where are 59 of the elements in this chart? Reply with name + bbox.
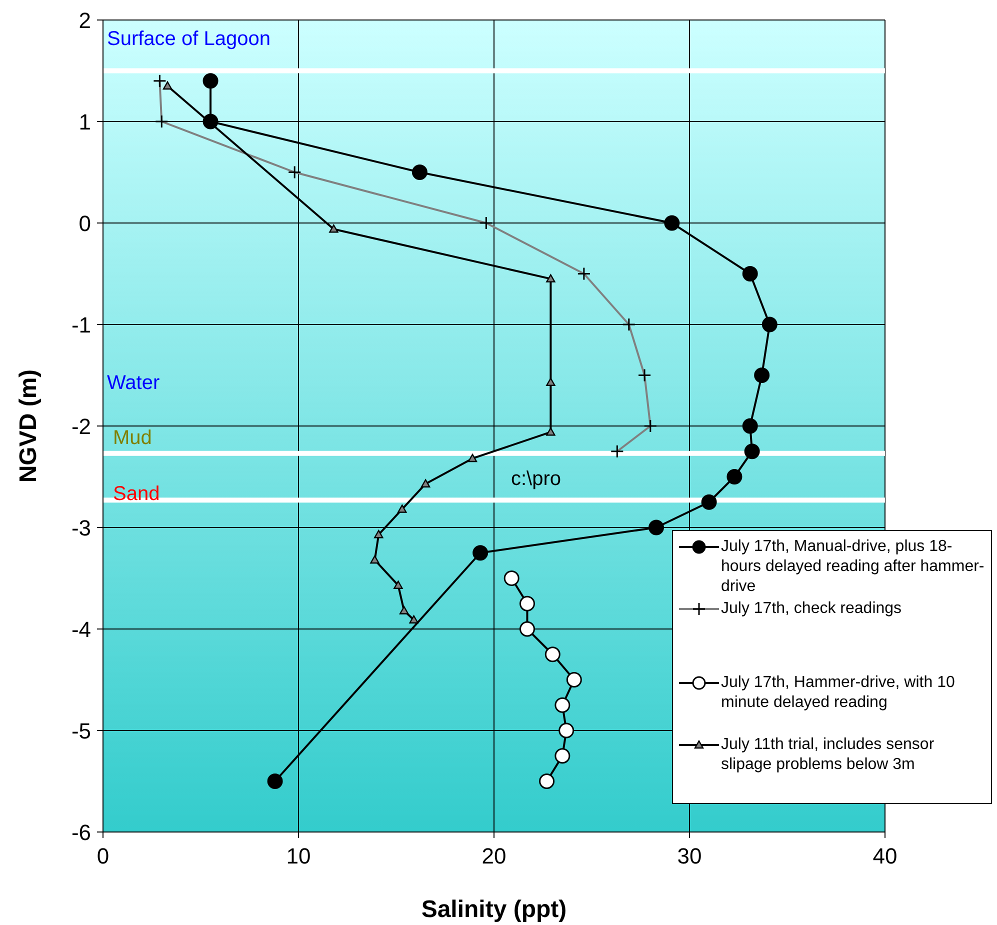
annotation: Water [107,372,160,394]
point [664,215,680,231]
point [412,164,428,180]
y-axis-title: NGVD (m) [15,369,42,483]
x-tick-label: 20 [482,844,506,869]
y-tick-label: 0 [78,210,91,236]
point [544,646,560,662]
point [701,494,717,510]
point [519,621,535,637]
point [554,748,570,764]
legend-label: July 17th, Hammer-drive, with 10 minute delayed reading [721,673,956,713]
point [554,697,570,713]
point [420,479,430,488]
point [409,615,418,624]
point [399,606,409,614]
point [754,368,770,383]
y-tick-label: -6 [71,820,91,845]
x-tick-label: 30 [677,844,702,869]
legend-label: July 11th trial, includes sensor slipage problems below 3m [721,735,936,775]
point [546,274,556,282]
point [726,469,742,484]
point [566,672,582,688]
point [539,774,555,789]
y-tick-label: -1 [71,312,91,338]
point [370,555,380,564]
y-tick-label: 2 [78,8,91,33]
annotation: Mud [113,427,152,449]
point [742,266,758,282]
point [394,580,403,589]
point [398,504,407,513]
x-tick-label: 10 [286,844,311,869]
annotation: c:\pro [511,468,562,490]
x-axis-title: Salinity (ppt) [421,896,567,923]
legend-label: July 17th, Manual-drive, plus 18-hours delayed reading after hammer-drive [721,537,986,597]
point [546,378,556,386]
x-tick-label: 40 [872,844,898,869]
y-tick-label: -2 [71,414,91,439]
point [742,418,758,434]
annotation: Surface of Lagoon [107,28,270,50]
point [468,454,478,462]
point [162,81,172,90]
point [558,722,574,738]
point [472,545,488,561]
point [504,570,520,586]
point [374,530,384,538]
point [202,73,218,89]
point [519,596,535,612]
point [546,427,556,436]
legend-label: July 17th, check readings [721,599,902,619]
point [267,774,283,789]
y-tick-label: -4 [71,616,91,642]
y-tick-label: -5 [71,718,91,744]
point [329,224,338,233]
point [744,444,760,460]
y-tick-label: 1 [78,109,91,134]
x-tick-label: 0 [96,844,110,869]
y-tick-label: -3 [71,515,91,540]
point [762,316,778,332]
point [648,520,664,536]
